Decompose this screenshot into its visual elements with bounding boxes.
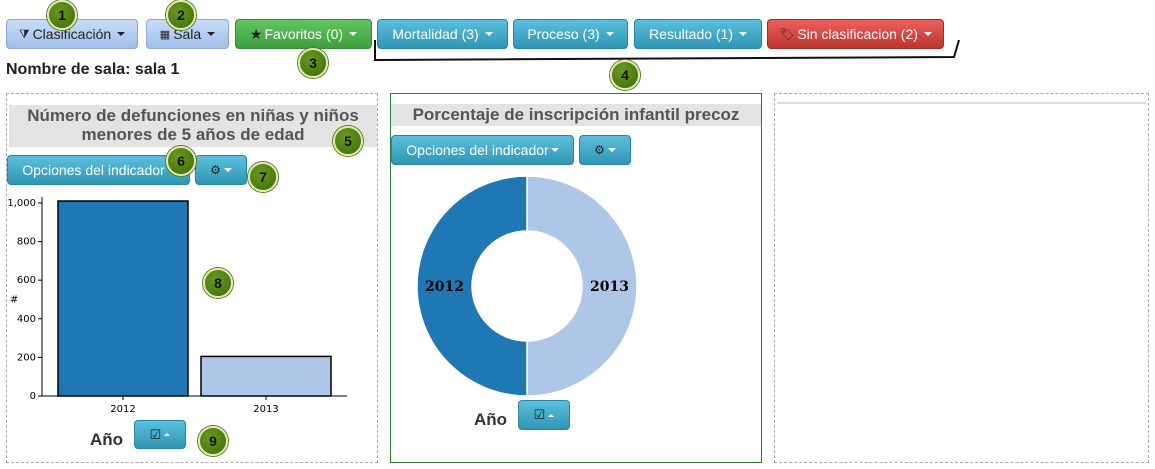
- checkbox-icon: ☑: [533, 407, 546, 422]
- panel-empty: [774, 93, 1149, 463]
- slice-label: 2013: [590, 279, 629, 295]
- mortalidad-button[interactable]: Mortalidad (3): [377, 19, 508, 49]
- annotation-badge-3: 3: [298, 48, 328, 78]
- slice-2012[interactable]: [416, 175, 528, 397]
- panel-title: Número de defunciones en niñas y niños m…: [9, 105, 377, 147]
- chevron-down-icon: [349, 32, 358, 36]
- bar-2013[interactable]: [200, 355, 332, 397]
- sin-clasificacion-label: Sin clasificacion (2): [797, 26, 918, 42]
- year-filter-button[interactable]: ☑: [134, 420, 186, 449]
- settings-button[interactable]: ⚙: [579, 135, 631, 165]
- axis-footer-label: Año: [90, 430, 124, 449]
- clasificacion-label: Clasificación: [32, 26, 112, 42]
- favoritos-button[interactable]: ★ Favoritos (0): [235, 19, 372, 49]
- chevron-down-icon: [207, 32, 216, 36]
- resultado-label: Resultado (1): [648, 26, 734, 42]
- panel-divider: [777, 102, 1146, 104]
- chevron-down-icon: [117, 32, 126, 36]
- x-tick-label: 2013: [253, 404, 278, 415]
- bar-chart: 0 200 400 600 800 1,000 #2012 2013: [7, 197, 347, 415]
- bar-2012[interactable]: [57, 200, 189, 397]
- proceso-button[interactable]: Proceso (3): [513, 19, 628, 49]
- annotation-badge-1: 1: [47, 0, 77, 30]
- page-title: Nombre de sala: sala 1: [6, 61, 180, 78]
- opciones-label: Opciones del indicador: [22, 162, 165, 178]
- annotation-badge-2: 2: [166, 0, 196, 30]
- slice-label: 2012: [425, 279, 464, 295]
- y-axis-label: #: [10, 294, 18, 305]
- chevron-down-icon: [550, 148, 559, 152]
- chevron-down-icon: [923, 32, 932, 36]
- y-tick-label: 0: [30, 391, 36, 402]
- filter-icon: ⧩: [18, 26, 30, 41]
- y-tick-label: 800: [17, 237, 36, 248]
- y-tick-label: 400: [17, 314, 36, 325]
- y-tick-label: 1,000: [7, 198, 36, 209]
- y-tick-label: 600: [17, 275, 36, 286]
- annotation-badge-9: 9: [198, 426, 228, 456]
- gear-icon: ⚙: [594, 143, 605, 157]
- donut-chart: 2013 2012: [416, 175, 638, 397]
- chevron-down-icon: [739, 32, 748, 36]
- star-icon: ★: [249, 25, 263, 42]
- slice-2013[interactable]: [526, 175, 638, 397]
- panel-defunciones: Número de defunciones en niñas y niños m…: [6, 93, 378, 463]
- panel-inscripcion: Porcentaje de inscripción infantil preco…: [390, 93, 762, 463]
- axis-footer-label: Año: [474, 410, 508, 429]
- favoritos-label: Favoritos (0): [264, 26, 344, 42]
- chevron-up-icon: [164, 433, 171, 436]
- sala-label: Sala: [173, 26, 202, 42]
- tag-icon: 🏷: [779, 27, 795, 41]
- group-bracket: [374, 39, 960, 62]
- sin-clasificacion-button[interactable]: 🏷 Sin clasificacion (2): [767, 19, 944, 49]
- proceso-label: Proceso (3): [527, 26, 600, 42]
- annotation-badge-4: 4: [610, 60, 640, 90]
- annotation-badge-7: 7: [248, 162, 278, 192]
- chevron-down-icon: [607, 148, 616, 152]
- y-tick-label: 200: [17, 352, 36, 363]
- chevron-down-icon: [484, 32, 493, 36]
- checkbox-icon: ☑: [149, 426, 162, 442]
- x-tick-label: 2012: [110, 404, 135, 415]
- grid-icon: ▦: [159, 28, 171, 41]
- annotation-badge-5: 5: [333, 126, 363, 156]
- opciones-indicador-button[interactable]: Opciones del indicador: [391, 135, 574, 165]
- chevron-down-icon: [223, 168, 232, 172]
- panel-title: Porcentaje de inscripción infantil preco…: [391, 104, 761, 126]
- resultado-button[interactable]: Resultado (1): [634, 19, 762, 49]
- annotation-badge-8: 8: [203, 268, 233, 298]
- gear-icon: ⚙: [210, 163, 221, 177]
- chevron-down-icon: [605, 32, 614, 36]
- opciones-indicador-button[interactable]: Opciones del indicador: [7, 155, 190, 185]
- mortalidad-label: Mortalidad (3): [392, 26, 479, 42]
- annotation-badge-6: 6: [166, 146, 196, 176]
- chevron-up-icon: [548, 413, 555, 417]
- year-filter-button[interactable]: ☑: [518, 400, 570, 430]
- opciones-label: Opciones del indicador: [406, 142, 549, 158]
- settings-button[interactable]: ⚙: [195, 155, 247, 185]
